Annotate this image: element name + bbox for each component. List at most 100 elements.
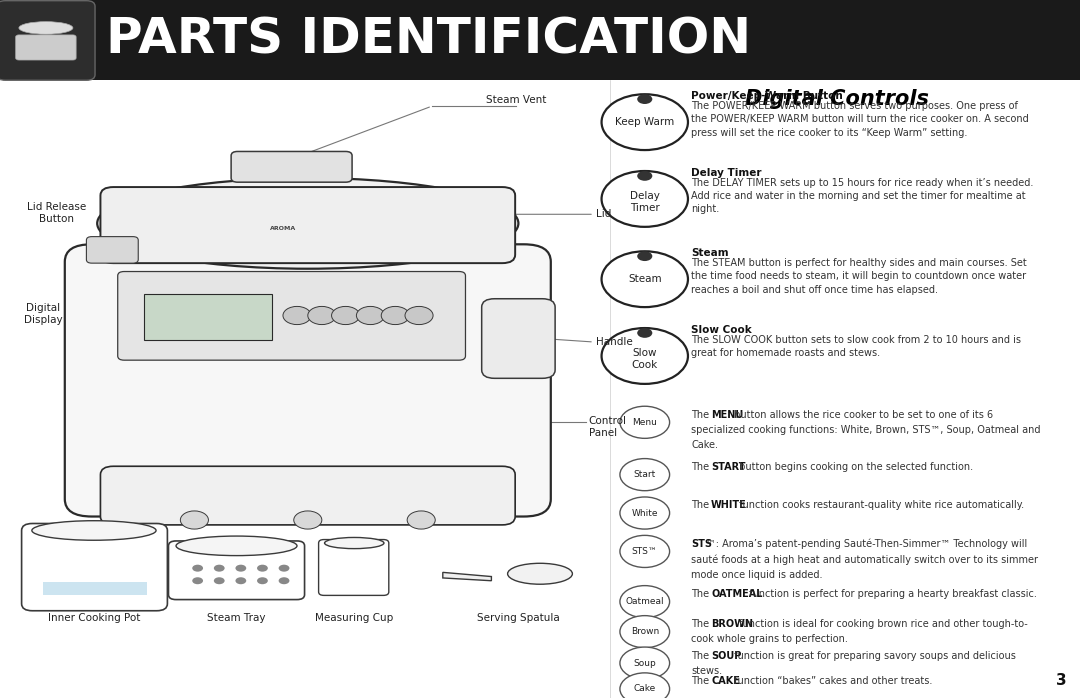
Text: CAKE: CAKE [711, 676, 740, 686]
Text: Inner Cooking Pot: Inner Cooking Pot [48, 613, 140, 623]
Circle shape [192, 577, 203, 584]
Text: Slow Cook: Slow Cook [691, 325, 752, 335]
Polygon shape [443, 572, 491, 581]
Circle shape [279, 577, 289, 584]
Text: START: START [711, 462, 745, 472]
Text: function “bakes” cakes and other treats.: function “bakes” cakes and other treats. [731, 676, 932, 686]
Text: Lid Release
Button: Lid Release Button [27, 202, 85, 224]
Text: function is ideal for cooking brown rice and other tough-to-: function is ideal for cooking brown rice… [735, 619, 1028, 629]
Text: The: The [691, 676, 713, 686]
Ellipse shape [508, 563, 572, 584]
Ellipse shape [31, 521, 157, 540]
Circle shape [294, 511, 322, 529]
Text: The: The [691, 619, 713, 629]
Circle shape [637, 251, 652, 261]
Circle shape [356, 306, 384, 325]
Text: function is perfect for preparing a hearty breakfast classic.: function is perfect for preparing a hear… [746, 589, 1037, 599]
Text: Steam Tray: Steam Tray [207, 613, 266, 623]
Text: Lid: Lid [596, 209, 611, 219]
Circle shape [283, 306, 311, 325]
Ellipse shape [325, 537, 384, 549]
Circle shape [637, 94, 652, 104]
Text: The: The [691, 462, 713, 472]
Text: OATMEAL: OATMEAL [711, 589, 762, 599]
Circle shape [620, 459, 670, 491]
Circle shape [620, 616, 670, 648]
FancyBboxPatch shape [65, 244, 551, 517]
FancyBboxPatch shape [231, 151, 352, 182]
FancyBboxPatch shape [15, 35, 76, 60]
Text: cook whole grains to perfection.: cook whole grains to perfection. [691, 634, 848, 644]
Text: button allows the rice cooker to be set to one of its 6: button allows the rice cooker to be set … [731, 410, 994, 419]
Text: SOUP: SOUP [711, 651, 742, 660]
Text: Handle: Handle [596, 337, 633, 347]
Circle shape [602, 251, 688, 307]
Text: Soup: Soup [633, 659, 657, 667]
Text: PARTS IDENTIFICATION: PARTS IDENTIFICATION [106, 16, 751, 64]
Circle shape [214, 565, 225, 572]
Circle shape [235, 577, 246, 584]
Text: STS™: STS™ [632, 547, 658, 556]
Text: Power/Keep-Warm Button: Power/Keep-Warm Button [691, 91, 843, 101]
Circle shape [602, 171, 688, 227]
Circle shape [332, 306, 360, 325]
Text: BROWN: BROWN [711, 619, 753, 629]
FancyBboxPatch shape [100, 187, 515, 263]
Text: 3: 3 [1056, 673, 1067, 688]
FancyBboxPatch shape [482, 299, 555, 378]
Ellipse shape [18, 22, 73, 34]
Text: Steam Vent: Steam Vent [486, 95, 546, 105]
FancyBboxPatch shape [100, 466, 515, 525]
FancyBboxPatch shape [0, 1, 95, 80]
Text: function cooks restaurant-quality white rice automatically.: function cooks restaurant-quality white … [735, 500, 1024, 510]
Text: The SLOW COOK button sets to slow cook from 2 to 10 hours and is
great for homem: The SLOW COOK button sets to slow cook f… [691, 335, 1022, 358]
Text: MENU: MENU [711, 410, 743, 419]
Circle shape [620, 535, 670, 567]
Circle shape [637, 328, 652, 338]
Circle shape [620, 647, 670, 679]
Text: The STEAM button is perfect for healthy sides and main courses. Set
the time foo: The STEAM button is perfect for healthy … [691, 258, 1027, 295]
Circle shape [214, 577, 225, 584]
Circle shape [257, 577, 268, 584]
Circle shape [180, 511, 208, 529]
Text: Measuring Cup: Measuring Cup [315, 613, 393, 623]
Text: stews.: stews. [691, 666, 723, 676]
Circle shape [192, 565, 203, 572]
Text: Cake: Cake [634, 685, 656, 693]
Text: mode once liquid is added.: mode once liquid is added. [691, 570, 823, 579]
FancyBboxPatch shape [168, 541, 305, 600]
FancyBboxPatch shape [22, 524, 167, 611]
Circle shape [235, 565, 246, 572]
Circle shape [308, 306, 336, 325]
Text: Start: Start [634, 470, 656, 479]
FancyBboxPatch shape [118, 272, 465, 360]
Text: The: The [691, 651, 713, 660]
Circle shape [381, 306, 409, 325]
Text: Delay
Timer: Delay Timer [630, 191, 660, 212]
Text: Menu: Menu [632, 418, 658, 426]
Text: Serving Spatula: Serving Spatula [477, 613, 559, 623]
Text: STS: STS [691, 539, 712, 549]
Ellipse shape [97, 178, 518, 269]
Circle shape [405, 306, 433, 325]
Text: The POWER/KEEP WARM button serves two purposes. One press of
the POWER/KEEP WARM: The POWER/KEEP WARM button serves two pu… [691, 101, 1029, 138]
Circle shape [602, 328, 688, 384]
Ellipse shape [176, 536, 297, 556]
Text: Keep Warm: Keep Warm [616, 117, 674, 127]
FancyBboxPatch shape [86, 237, 138, 263]
Text: Oatmeal: Oatmeal [625, 597, 664, 606]
Text: Delay Timer: Delay Timer [691, 168, 761, 178]
Text: The: The [691, 589, 713, 599]
FancyBboxPatch shape [0, 0, 1080, 80]
Text: sauté foods at a high heat and automatically switch over to its simmer: sauté foods at a high heat and automatic… [691, 554, 1038, 565]
Text: Steam: Steam [627, 274, 662, 284]
Text: The: The [691, 500, 713, 510]
Circle shape [602, 94, 688, 150]
Text: button begins cooking on the selected function.: button begins cooking on the selected fu… [735, 462, 973, 472]
Text: AROMA: AROMA [270, 226, 296, 232]
Text: Digital Controls: Digital Controls [745, 89, 929, 109]
Text: WHITE: WHITE [711, 500, 747, 510]
Text: The: The [691, 410, 713, 419]
Text: The DELAY TIMER sets up to 15 hours for rice ready when it’s needed.
Add rice an: The DELAY TIMER sets up to 15 hours for … [691, 178, 1034, 214]
Text: Control
Panel: Control Panel [589, 416, 626, 438]
